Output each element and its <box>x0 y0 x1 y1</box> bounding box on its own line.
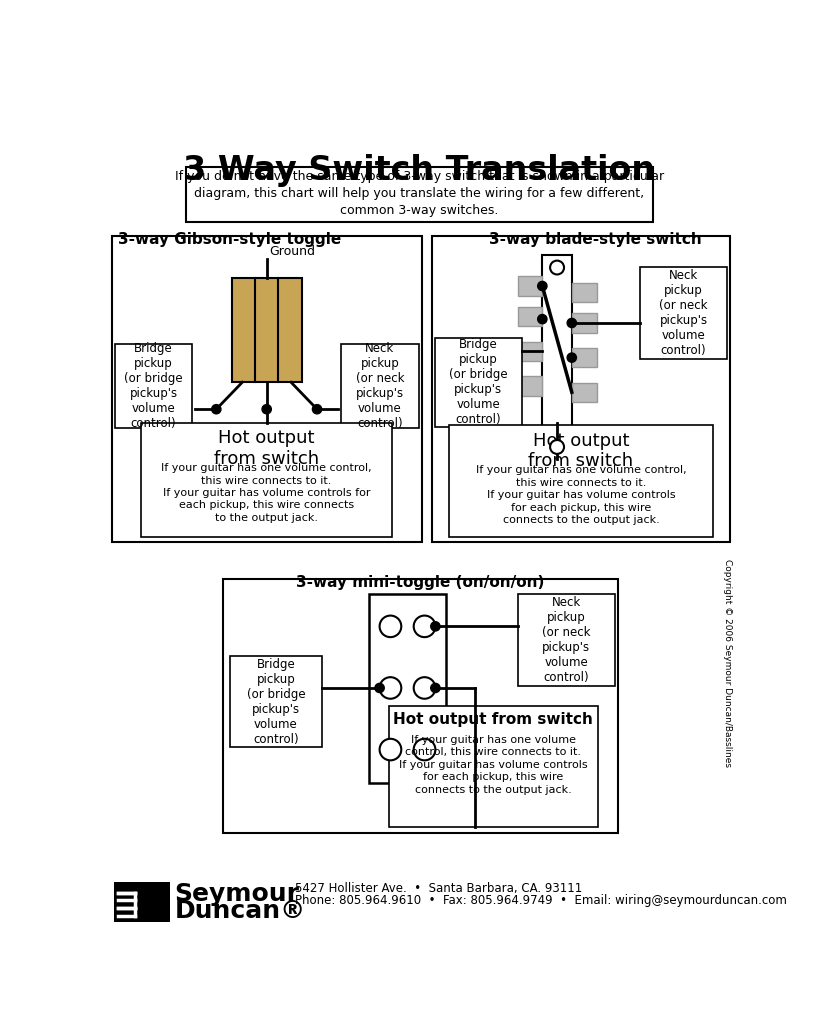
Circle shape <box>379 678 401 698</box>
Bar <box>640 267 727 359</box>
Circle shape <box>211 405 221 413</box>
Bar <box>388 706 598 828</box>
Text: 3 Way Switch Translation: 3 Way Switch Translation <box>183 153 655 186</box>
Text: Hot output
from switch: Hot output from switch <box>214 429 319 468</box>
Text: If your guitar has one volume
control, this wire connects to it.
If your guitar : If your guitar has one volume control, t… <box>399 735 587 795</box>
Circle shape <box>538 282 547 291</box>
Circle shape <box>414 615 436 637</box>
Text: Copyright © 2006 Seymour Duncan/Basslines: Copyright © 2006 Seymour Duncan/Bassline… <box>723 559 732 768</box>
Text: Ground: Ground <box>269 244 315 258</box>
Bar <box>572 348 596 367</box>
Bar <box>518 594 614 687</box>
Text: If you do not have the same type of 3-way switch that is shown in a particular
d: If you do not have the same type of 3-wa… <box>174 170 664 217</box>
Circle shape <box>379 615 401 637</box>
Circle shape <box>379 739 401 760</box>
Circle shape <box>431 684 440 693</box>
Text: Neck
pickup
(or neck
pickup's
volume
control): Neck pickup (or neck pickup's volume con… <box>542 597 590 684</box>
Bar <box>141 423 392 537</box>
Bar <box>230 657 322 747</box>
Text: Seymour: Seymour <box>174 882 300 906</box>
Text: 3-way mini-toggle (on/on/on): 3-way mini-toggle (on/on/on) <box>296 575 545 589</box>
Text: 3-way blade-style switch: 3-way blade-style switch <box>490 232 702 248</box>
Circle shape <box>375 684 384 693</box>
Text: Duncan®: Duncan® <box>174 899 305 923</box>
Bar <box>232 279 301 382</box>
Circle shape <box>567 353 577 363</box>
Circle shape <box>312 405 322 413</box>
Bar <box>432 236 730 543</box>
Bar <box>114 882 170 922</box>
Circle shape <box>431 622 440 631</box>
Bar <box>115 344 192 429</box>
Text: Hot output from switch: Hot output from switch <box>393 712 593 727</box>
Bar <box>341 344 419 429</box>
Bar <box>449 426 713 537</box>
Circle shape <box>550 440 564 454</box>
Text: 3-way Gibson-style toggle: 3-way Gibson-style toggle <box>118 232 341 248</box>
Circle shape <box>262 405 271 413</box>
Circle shape <box>414 678 436 698</box>
Bar <box>369 594 446 782</box>
Text: If your guitar has one volume control,
this wire connects to it.
If your guitar : If your guitar has one volume control, t… <box>161 463 372 523</box>
Bar <box>572 313 596 333</box>
Text: Bridge
pickup
(or bridge
pickup's
volume
control): Bridge pickup (or bridge pickup's volume… <box>449 339 508 426</box>
Bar <box>223 579 618 833</box>
Bar <box>518 277 542 295</box>
Bar <box>542 255 572 459</box>
Circle shape <box>414 739 436 760</box>
Bar <box>518 376 542 396</box>
Text: Neck
pickup
(or neck
pickup's
volume
control): Neck pickup (or neck pickup's volume con… <box>355 342 404 430</box>
Text: Neck
pickup
(or neck
pickup's
volume
control): Neck pickup (or neck pickup's volume con… <box>659 269 708 357</box>
Bar <box>572 382 596 402</box>
Circle shape <box>567 318 577 327</box>
Bar <box>111 236 422 543</box>
Text: Hot output
from switch: Hot output from switch <box>528 432 634 470</box>
Text: Bridge
pickup
(or bridge
pickup's
volume
control): Bridge pickup (or bridge pickup's volume… <box>247 658 305 746</box>
Circle shape <box>550 261 564 275</box>
Bar <box>518 342 542 362</box>
Bar <box>572 283 596 301</box>
Text: If your guitar has one volume control,
this wire connects to it.
If your guitar : If your guitar has one volume control, t… <box>476 465 686 525</box>
Bar <box>186 167 653 222</box>
Bar <box>518 308 542 326</box>
Text: Bridge
pickup
(or bridge
pickup's
volume
control): Bridge pickup (or bridge pickup's volume… <box>124 342 183 430</box>
Text: Phone: 805.964.9610  •  Fax: 805.964.9749  •  Email: wiring@seymourduncan.com: Phone: 805.964.9610 • Fax: 805.964.9749 … <box>295 894 786 908</box>
Bar <box>435 338 522 427</box>
Text: 5427 Hollister Ave.  •  Santa Barbara, CA. 93111: 5427 Hollister Ave. • Santa Barbara, CA.… <box>295 882 581 895</box>
Circle shape <box>538 315 547 324</box>
